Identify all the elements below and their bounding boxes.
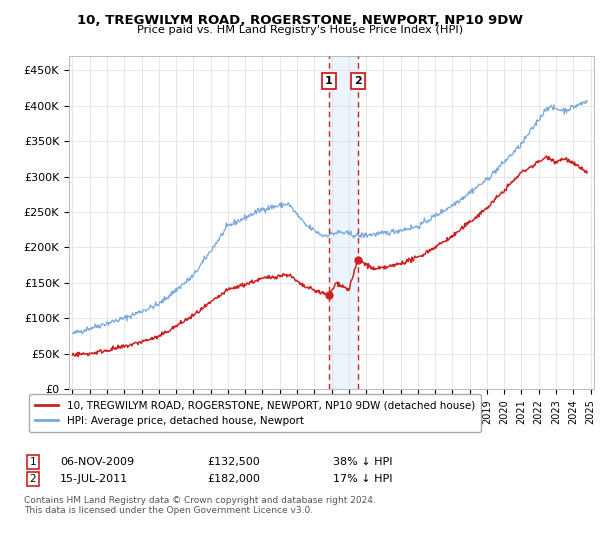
Text: 15-JUL-2011: 15-JUL-2011 (60, 474, 128, 484)
Text: Price paid vs. HM Land Registry's House Price Index (HPI): Price paid vs. HM Land Registry's House … (137, 25, 463, 35)
Text: 1: 1 (29, 457, 37, 467)
Text: £182,000: £182,000 (207, 474, 260, 484)
Text: Contains HM Land Registry data © Crown copyright and database right 2024.
This d: Contains HM Land Registry data © Crown c… (24, 496, 376, 515)
Text: 06-NOV-2009: 06-NOV-2009 (60, 457, 134, 467)
Text: £132,500: £132,500 (207, 457, 260, 467)
Bar (329, 56, 358, 389)
Text: 38% ↓ HPI: 38% ↓ HPI (333, 457, 392, 467)
Text: 1: 1 (325, 76, 333, 86)
Text: 10, TREGWILYM ROAD, ROGERSTONE, NEWPORT, NP10 9DW: 10, TREGWILYM ROAD, ROGERSTONE, NEWPORT,… (77, 14, 523, 27)
Text: 2: 2 (354, 76, 362, 86)
Text: 17% ↓ HPI: 17% ↓ HPI (333, 474, 392, 484)
Text: 2: 2 (29, 474, 37, 484)
